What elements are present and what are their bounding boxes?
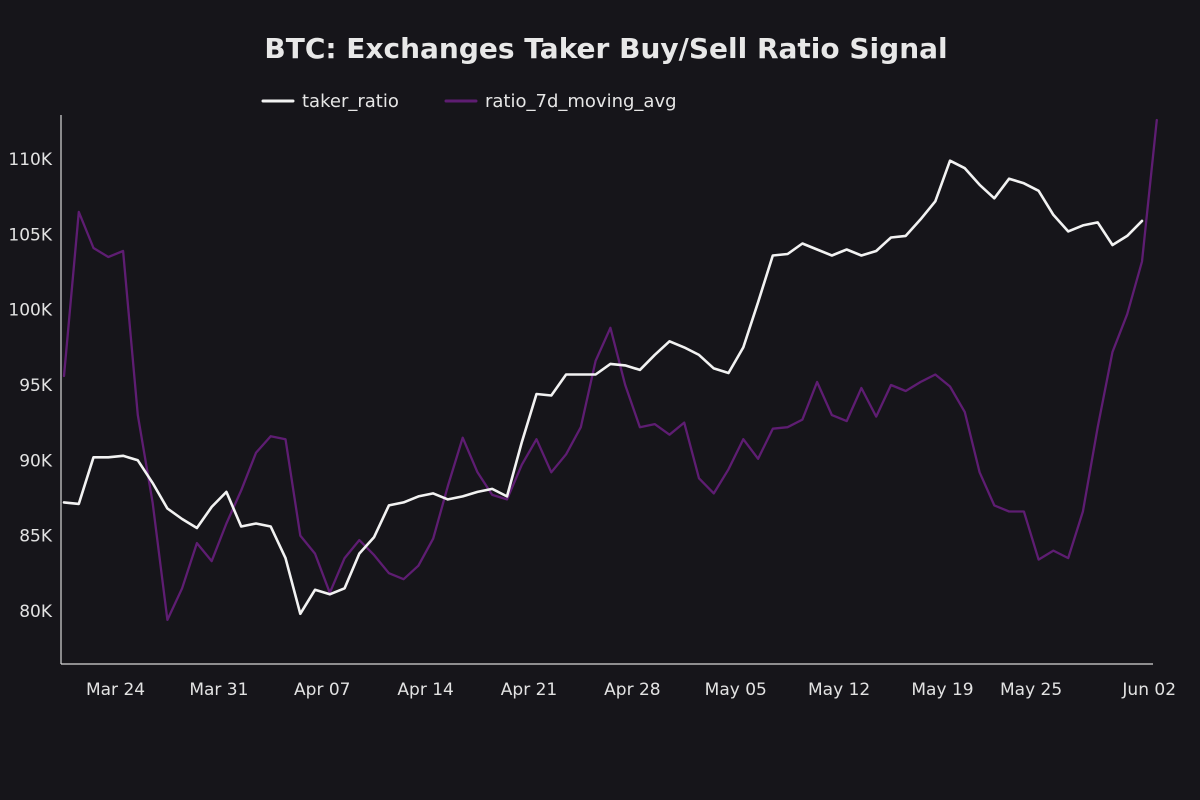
legend-label-taker-ratio: taker_ratio (302, 91, 399, 112)
y-tick-label: 90K (19, 451, 53, 471)
y-tick-label: 110K (8, 150, 52, 170)
series-line-taker-ratio (62, 159, 1144, 616)
y-axis-ticks: 80K 85K 90K 95K 100K 105K 110K (8, 150, 52, 622)
x-tick-label: Apr 07 (294, 680, 350, 700)
x-tick-label: Apr 28 (604, 680, 660, 700)
y-tick-label: 100K (8, 301, 52, 321)
x-tick-label: Mar 24 (86, 680, 145, 700)
x-tick-label: Jun 02 (1121, 680, 1176, 700)
legend-label-ratio-7d-moving-avg: ratio_7d_moving_avg (485, 91, 677, 112)
y-tick-label: 105K (8, 225, 52, 245)
y-tick-label: 95K (19, 376, 53, 396)
series-line-ratio-7d-moving-avg (62, 118, 1158, 622)
x-tick-label: Mar 31 (189, 680, 248, 700)
x-tick-label: Apr 21 (501, 680, 557, 700)
x-tick-label: May 05 (705, 680, 767, 700)
series-layer (62, 118, 1158, 622)
legend: taker_ratio ratio_7d_moving_avg (261, 91, 677, 112)
x-axis-ticks: Mar 24 Mar 31 Apr 07 Apr 14 Apr 21 Apr 28 May … (86, 680, 1176, 700)
y-tick-label: 80K (19, 602, 53, 622)
y-tick-label: 85K (19, 527, 53, 547)
x-tick-label: May 19 (911, 680, 973, 700)
x-tick-label: May 12 (808, 680, 870, 700)
chart-title: BTC: Exchanges Taker Buy/Sell Ratio Sign… (264, 32, 947, 65)
x-tick-label: May 25 (1000, 680, 1062, 700)
x-tick-label: Apr 14 (397, 680, 453, 700)
